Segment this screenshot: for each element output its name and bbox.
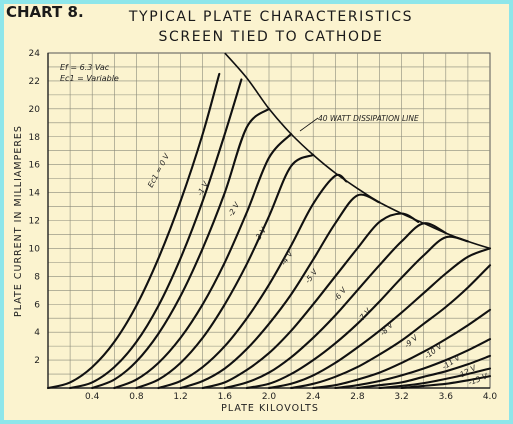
y-tick-label: 4 (34, 328, 40, 338)
plate-curve-9 (245, 235, 469, 390)
x-tick-label: 2.0 (262, 392, 277, 402)
x-tick-label: 1.6 (218, 392, 233, 402)
y-tick-label: 16 (29, 161, 41, 171)
curve-label-10: -10 V (423, 341, 445, 361)
x-tick-label: 3.6 (439, 392, 454, 402)
grid-voltage-note: Ec1 = Variable (60, 74, 119, 83)
plate-curve-11 (290, 264, 492, 390)
x-tick-label: 1.2 (173, 392, 187, 402)
plate-curve-12 (312, 308, 492, 390)
x-tick-label: 2.4 (306, 392, 321, 402)
y-tick-label: 14 (29, 189, 41, 199)
x-tick-label: 4.0 (483, 392, 498, 402)
curve-label-2: -2 V (226, 200, 242, 218)
x-tick-label: 0.8 (129, 392, 144, 402)
filament-voltage-note: Ef = 6.3 Vac (60, 63, 110, 72)
curve-label-8: -8 V (378, 320, 395, 338)
plate-curve-2 (91, 107, 271, 390)
x-tick-label: 0.4 (85, 392, 100, 402)
x-axis-label: PLATE KILOVOLTS (221, 403, 319, 414)
y-tick-label: 2 (34, 356, 40, 366)
dissipation-leader-line (299, 117, 319, 132)
dissipation-line-group (224, 52, 491, 250)
plate-curve-15 (378, 367, 492, 390)
curve-label-9: -9 V (402, 332, 420, 349)
dissipation-line-label: 40 WATT DISSIPATION LINE (318, 114, 419, 123)
chart-title-line-1: TYPICAL PLATE CHARACTERISTICS (128, 9, 414, 25)
dissipation-line (224, 52, 491, 250)
y-tick-label: 10 (29, 244, 41, 254)
grid (47, 52, 491, 389)
plate-curve-13 (334, 338, 492, 390)
plate-curve-10 (267, 247, 492, 390)
y-tick-label: 22 (29, 77, 40, 87)
plate-curve-0 (46, 72, 221, 390)
y-tick-label: 8 (34, 272, 40, 282)
plate-curve-7 (201, 212, 420, 390)
plate-curves (46, 72, 492, 390)
plate-curve-6 (179, 193, 381, 390)
curve-label-6: -6 V (332, 285, 349, 303)
curve-label-4: -4 V (279, 249, 295, 267)
plate-curve-3 (113, 132, 293, 390)
axes: 0.4 0.8 1.2 1.6 2.0 2.4 2.8 3.2 3.6 4.02468101214… (29, 49, 498, 402)
curve-label-5: -5 V (303, 267, 320, 285)
plate-curve-8 (223, 222, 447, 390)
y-tick-label: 18 (29, 133, 41, 143)
plate-curve-14 (356, 354, 492, 390)
plate-curve-1 (69, 78, 243, 390)
curve-labels: Ec1 = 0 V -1 V-2 V-3 V-4 V-5 V-6 V-7 V-8 … (146, 151, 490, 387)
plate-curve-16 (400, 375, 492, 390)
chart-number: CHART 8. (6, 3, 84, 21)
y-tick-label: 24 (29, 49, 41, 59)
x-tick-label: 3.2 (394, 392, 408, 402)
plate-curve-4 (135, 153, 315, 390)
curve-label-7: -7 V (356, 306, 373, 324)
chart-title-line-2: SCREEN TIED TO CATHODE (158, 29, 384, 45)
y-tick-label: 20 (29, 105, 41, 115)
y-tick-label: 12 (29, 217, 40, 227)
y-axis-label: PLATE CURRENT IN MILLIAMPERES (13, 125, 24, 317)
x-tick-label: 2.8 (350, 392, 365, 402)
y-tick-label: 6 (34, 300, 40, 310)
plate-curve-5 (157, 173, 348, 390)
